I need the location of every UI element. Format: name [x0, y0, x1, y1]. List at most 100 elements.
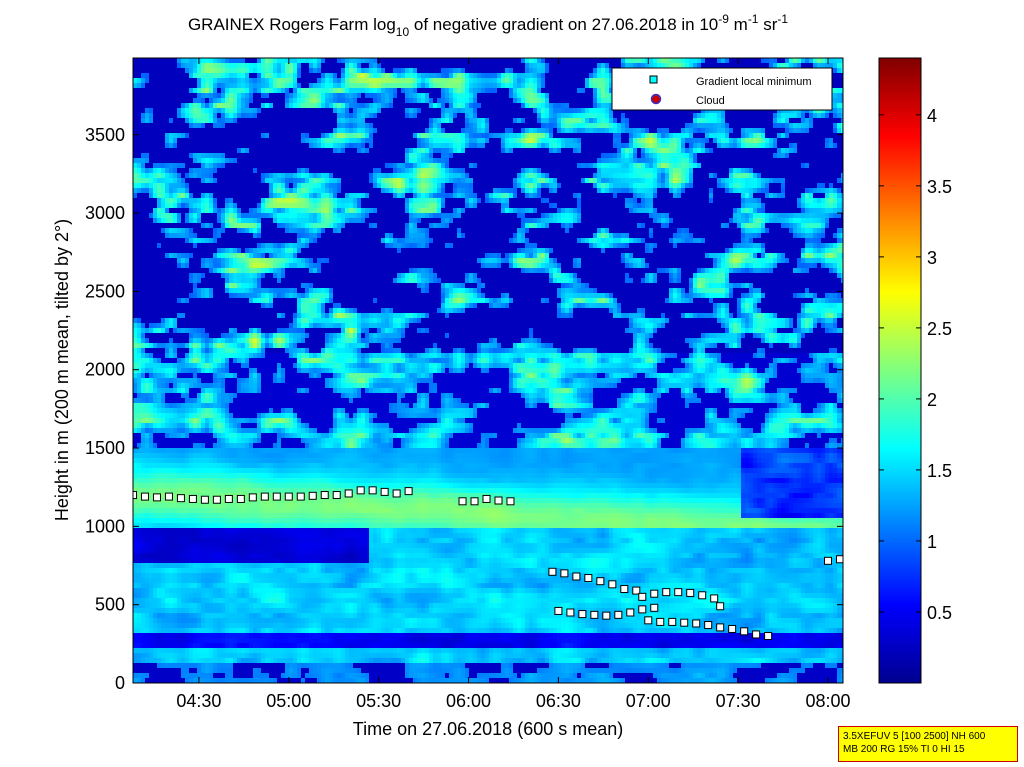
colorbar-tick-label: 0.5 [927, 603, 952, 623]
y-tick-label: 0 [115, 673, 125, 693]
gradient-minimum-marker [705, 622, 712, 629]
gradient-minimum-marker [321, 492, 328, 499]
gradient-minimum-marker [309, 492, 316, 499]
gradient-minimum-marker [549, 568, 556, 575]
chart-title: GRAINEX Rogers Farm log10 of negative gr… [188, 12, 788, 39]
gradient-minimum-marker [333, 492, 340, 499]
gradient-minimum-marker [837, 556, 844, 563]
gradient-minimum-marker [717, 603, 724, 610]
gradient-minimum-marker [369, 487, 376, 494]
gradient-minimum-marker [459, 498, 466, 505]
gradient-minimum-marker [405, 488, 412, 495]
y-tick-label: 3500 [85, 125, 125, 145]
colorbar-tick-label: 2.5 [927, 319, 952, 339]
colorbar-tick-label: 4 [927, 106, 937, 126]
legend-cloud-marker [652, 95, 661, 104]
gradient-minimum-marker [765, 633, 772, 640]
gradient-minimum-marker [567, 609, 574, 616]
gradient-minimum-marker [687, 589, 694, 596]
gradient-minimum-marker [237, 495, 244, 502]
gradient-minimum-marker [603, 612, 610, 619]
gradient-minimum-marker [213, 496, 220, 503]
gradient-minimum-marker [639, 606, 646, 613]
gradient-minimum-marker [675, 589, 682, 596]
y-tick-label: 1500 [85, 438, 125, 458]
x-axis-label: Time on 27.06.2018 (600 s mean) [353, 719, 624, 739]
gradient-minimum-marker [729, 625, 736, 632]
gradient-minimum-marker [483, 495, 490, 502]
y-tick-label: 3000 [85, 203, 125, 223]
x-tick-label: 08:00 [805, 691, 850, 711]
legend: Gradient local minimum Cloud [612, 68, 832, 110]
gradient-minimum-marker [273, 493, 280, 500]
gradient-minimum-marker [285, 493, 292, 500]
legend-square-marker [650, 76, 657, 83]
gradient-minimum-marker [381, 488, 388, 495]
heatmap-field [133, 58, 846, 684]
colorbar-tick-label: 2 [927, 390, 937, 410]
colorbar: 0.5 1 1.5 2 2.5 3 3.5 4 [879, 58, 952, 683]
gradient-minimum-marker [555, 607, 562, 614]
x-tick-label: 05:00 [266, 691, 311, 711]
gradient-minimum-marker [141, 493, 148, 500]
gradient-minimum-marker [201, 496, 208, 503]
x-tick-label: 05:30 [356, 691, 401, 711]
info-line-2: MB 200 RG 15% TI 0 HI 15 [843, 743, 1013, 756]
gradient-minimum-marker [177, 495, 184, 502]
x-tick-label: 07:00 [626, 691, 671, 711]
colorbar-tick-label: 1 [927, 532, 937, 552]
settings-info-box: 3.5XEFUV 5 [100 2500] NH 600 MB 200 RG 1… [838, 726, 1018, 762]
gradient-minimum-marker [657, 618, 664, 625]
gradient-minimum-marker [585, 575, 592, 582]
colorbar-tick-label: 1.5 [927, 461, 952, 481]
gradient-minimum-marker [753, 631, 760, 638]
colorbar-tick-label: 3.5 [927, 177, 952, 197]
gradient-minimum-marker [153, 494, 160, 501]
gradient-minimum-marker [651, 590, 658, 597]
legend-label-cloud: Cloud [696, 95, 725, 107]
gradient-minimum-marker [741, 628, 748, 635]
y-tick-label: 2500 [85, 281, 125, 301]
x-tick-label: 07:30 [716, 691, 761, 711]
gradient-minimum-marker [615, 611, 622, 618]
gradient-minimum-marker [249, 494, 256, 501]
gradient-minimum-marker [261, 493, 268, 500]
gradient-minimum-marker [669, 618, 676, 625]
gradient-minimum-marker [495, 497, 502, 504]
x-tick-label: 04:30 [176, 691, 221, 711]
gradient-minimum-marker [609, 581, 616, 588]
gradient-minimum-marker [471, 498, 478, 505]
gradient-minimum-marker [711, 595, 718, 602]
gradient-minimum-marker [165, 493, 172, 500]
gradient-minimum-marker [561, 570, 568, 577]
gradient-minimum-marker [699, 592, 706, 599]
gradient-minimum-marker [573, 573, 580, 580]
gradient-minimum-marker [627, 609, 634, 616]
y-tick-label: 1000 [85, 516, 125, 536]
gradient-minimum-marker [621, 586, 628, 593]
x-tick-label: 06:00 [446, 691, 491, 711]
gradient-minimum-marker [693, 620, 700, 627]
gradient-minimum-marker [393, 490, 400, 497]
gradient-minimum-marker [297, 493, 304, 500]
gradient-minimum-marker [639, 593, 646, 600]
gradient-minimum-marker [663, 589, 670, 596]
gradient-minimum-marker [591, 611, 598, 618]
gradient-minimum-marker [579, 611, 586, 618]
gradient-minimum-marker [645, 617, 652, 624]
colorbar-gradient [879, 58, 921, 683]
y-tick-label: 2000 [85, 360, 125, 380]
gradient-minimum-marker [681, 619, 688, 626]
gradient-minimum-marker [189, 495, 196, 502]
gradient-minimum-marker [345, 490, 352, 497]
legend-label-minimum: Gradient local minimum [696, 76, 812, 88]
gradient-minimum-marker [225, 495, 232, 502]
gradient-minimum-marker [357, 487, 364, 494]
y-tick-label: 500 [95, 595, 125, 615]
colorbar-tick-label: 3 [927, 248, 937, 268]
gradient-minimum-marker [507, 498, 514, 505]
info-line-1: 3.5XEFUV 5 [100 2500] NH 600 [843, 730, 1013, 743]
gradient-minimum-marker [597, 578, 604, 585]
y-axis-label: Height in m (200 m mean, tilted by 2°) [52, 219, 72, 521]
